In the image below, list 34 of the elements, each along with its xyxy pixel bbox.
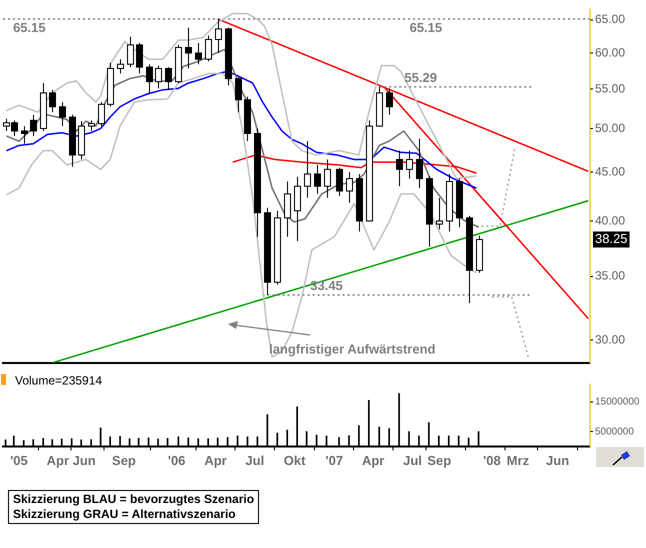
x-tick-label: Jun	[546, 452, 570, 468]
annotation: 55.29	[404, 70, 437, 85]
x-tick-label: Jun	[72, 452, 96, 468]
x-tick-label: Apr	[204, 452, 227, 468]
x-tick-label: Okt	[284, 452, 306, 468]
annotation: 65.15	[410, 20, 442, 36]
x-tick-label: Mrz	[506, 452, 530, 468]
annotation: 65.15	[13, 20, 46, 36]
y-tick-label: 40.00	[595, 213, 626, 228]
text: Skizzierung GRAU = Alternativszenario	[13, 507, 237, 522]
x-tick-label: Apr	[362, 452, 384, 468]
text: 38.25	[595, 231, 628, 246]
text: Skizzierung BLAU = bevorzugtes Szenario	[13, 492, 254, 507]
annotation: 33.45	[310, 278, 343, 294]
x-tick-label: '05	[10, 452, 28, 468]
y-tick-label: 65.00	[595, 12, 626, 26]
x-tick-label: '06	[168, 452, 186, 468]
x-tick-label: '08	[483, 452, 501, 468]
x-tick-label: Sep	[112, 452, 136, 468]
x-tick-label: '07	[326, 452, 344, 468]
y-tick-label: 30.00	[595, 332, 626, 346]
y-tick-label: 5000000	[595, 426, 634, 438]
y-tick-label: 55.00	[595, 81, 626, 96]
y-tick-label: 35.00	[595, 268, 626, 283]
x-tick-label: Apr	[46, 452, 70, 468]
y-tick-label: 45.00	[595, 164, 626, 178]
y-tick-label: 50.00	[595, 120, 626, 135]
x-tick-label: Jul	[403, 452, 422, 468]
y-tick-label: 60.00	[595, 45, 626, 60]
x-tick-label: Jul	[245, 452, 264, 468]
annotation: langfristiger Aufwärtstrend	[269, 341, 436, 356]
y-tick-label: 15000000	[595, 396, 640, 408]
chart-title: Volume=235914	[15, 373, 102, 388]
x-tick-label: Sep	[427, 452, 452, 468]
